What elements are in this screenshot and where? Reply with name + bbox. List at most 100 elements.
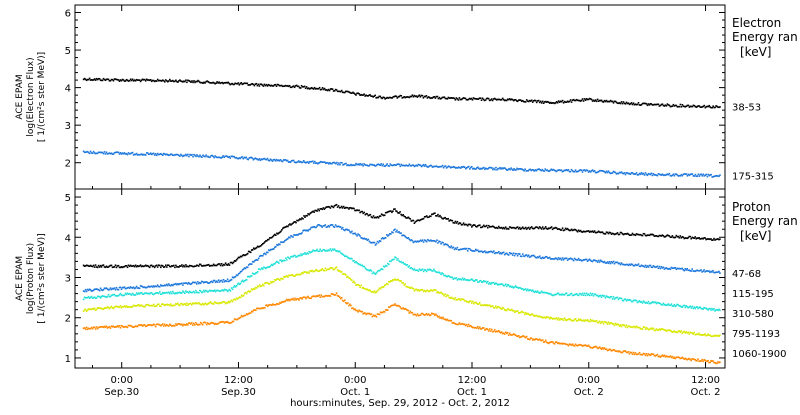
data-point [631, 326, 634, 329]
data-point [224, 280, 227, 282]
data-point [541, 226, 544, 228]
data-point [609, 99, 612, 102]
data-point [500, 331, 503, 333]
data-point [476, 327, 478, 329]
data-point [541, 256, 544, 259]
data-point [572, 259, 575, 262]
data-point [245, 266, 248, 268]
data-point [445, 97, 448, 100]
data-point [91, 327, 94, 330]
data-point [426, 268, 429, 271]
data-point [708, 334, 710, 337]
data-point [503, 309, 506, 311]
xtick-label-date: Oct. 1 [457, 387, 487, 398]
data-point [606, 323, 609, 325]
data-point [458, 166, 461, 169]
data-point [435, 240, 437, 243]
data-point [511, 98, 514, 101]
data-point [250, 249, 253, 251]
data-point [105, 151, 108, 154]
data-point [433, 96, 436, 98]
data-point [577, 257, 580, 260]
data-point [382, 310, 385, 313]
data-point [544, 226, 547, 228]
data-point [317, 270, 319, 273]
data-point [379, 311, 382, 313]
data-point [672, 173, 675, 176]
data-point [208, 156, 210, 159]
data-point [109, 295, 112, 298]
data-point [651, 301, 654, 303]
data-point [190, 291, 192, 294]
data-point [211, 302, 214, 305]
data-point [444, 243, 446, 245]
data-point [113, 293, 116, 296]
data-point [103, 151, 106, 153]
data-point [713, 334, 715, 337]
data-point [374, 165, 376, 167]
data-point [256, 271, 259, 273]
data-point [649, 302, 652, 305]
data-point [94, 288, 97, 290]
data-point [331, 88, 334, 90]
data-point [520, 227, 523, 230]
data-point [272, 235, 274, 238]
data-point [115, 326, 118, 328]
data-point [305, 253, 307, 256]
data-point [371, 216, 374, 219]
data-point [267, 83, 270, 86]
data-point [216, 302, 219, 305]
data-point [403, 164, 406, 167]
data-point [358, 234, 360, 236]
data-point [318, 294, 320, 296]
data-point [160, 284, 162, 286]
data-point [306, 215, 308, 217]
data-point [361, 287, 363, 289]
data-point [527, 313, 530, 315]
data-point [337, 90, 340, 93]
data-point [496, 252, 498, 254]
data-point [556, 169, 559, 172]
data-point [179, 265, 181, 267]
data-point [365, 288, 368, 291]
data-point [100, 295, 103, 298]
data-point [366, 239, 369, 241]
data-point [187, 79, 189, 82]
data-point [292, 222, 294, 224]
data-point [336, 206, 339, 208]
data-point [204, 82, 206, 84]
data-point [652, 265, 655, 267]
data-point [562, 170, 565, 172]
data-point [134, 325, 137, 327]
data-point [706, 238, 708, 240]
data-point [622, 263, 625, 266]
data-point [562, 258, 565, 261]
data-point [438, 96, 441, 99]
data-point [222, 263, 225, 266]
data-point [659, 173, 662, 176]
data-point [390, 260, 392, 263]
data-point [668, 304, 671, 306]
data-point [574, 258, 577, 261]
data-point [528, 256, 531, 258]
data-point [450, 97, 453, 99]
data-point [157, 292, 160, 295]
data-point [125, 152, 128, 155]
data-point [240, 82, 243, 84]
data-point [681, 306, 684, 308]
data-point [116, 151, 119, 153]
data-point [537, 315, 540, 318]
data-point [308, 272, 310, 274]
data-point [696, 105, 699, 108]
data-point [632, 299, 635, 302]
data-point [692, 270, 694, 272]
data-point [288, 236, 290, 238]
data-point [268, 304, 270, 306]
data-point [567, 101, 570, 103]
data-point [615, 261, 618, 264]
data-point [508, 98, 511, 100]
data-point [139, 291, 142, 294]
data-point [286, 298, 288, 301]
data-point [345, 302, 347, 304]
xtick-label-date: Sep.30 [104, 387, 139, 398]
